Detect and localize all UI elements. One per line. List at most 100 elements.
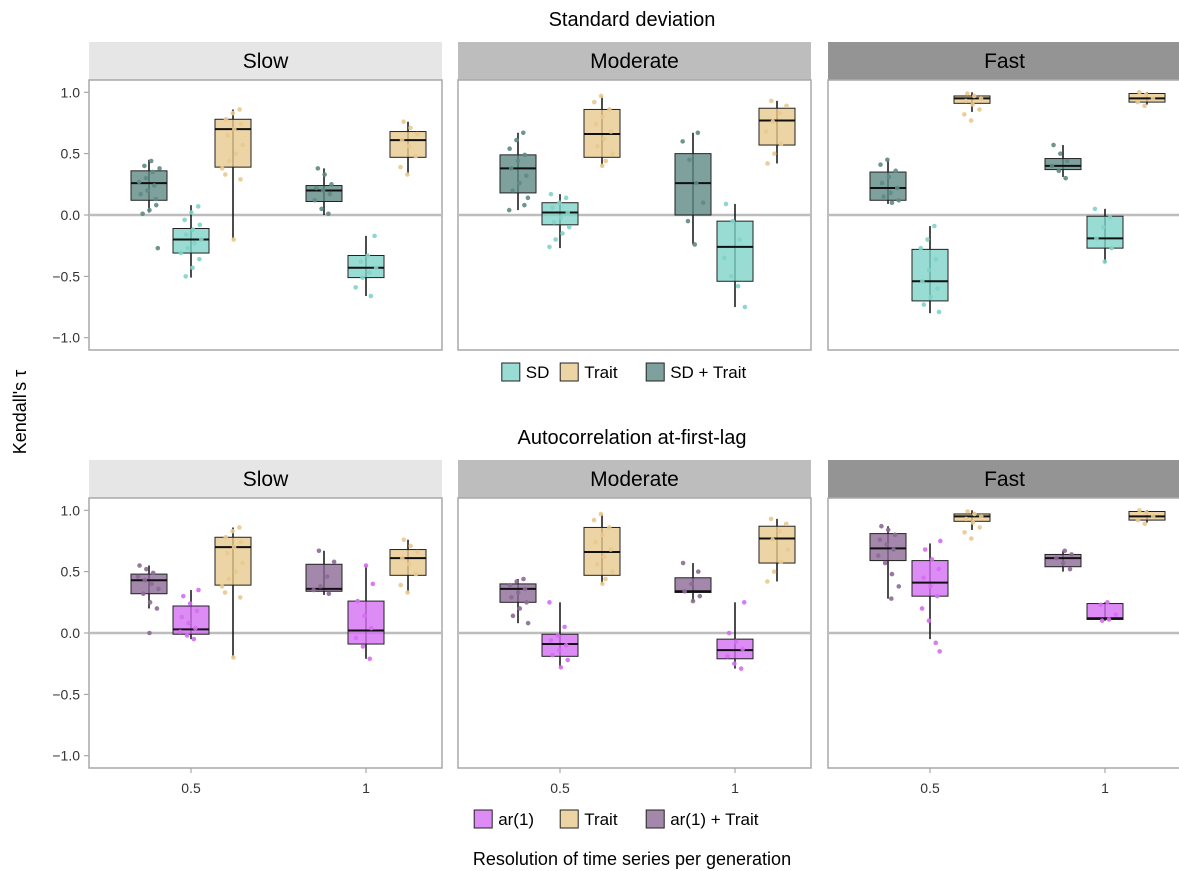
data-point [972, 511, 977, 517]
data-point [884, 542, 889, 547]
data-point [600, 581, 605, 587]
data-point [742, 304, 748, 310]
data-point [195, 204, 201, 209]
data-point [548, 638, 554, 643]
data-point [312, 197, 318, 203]
data-point [896, 197, 902, 203]
data-point [603, 576, 608, 582]
data-point [151, 183, 157, 188]
box-ar-1- [347, 563, 385, 662]
panel-strip-label: Slow [243, 50, 289, 73]
data-point [190, 227, 196, 233]
data-point [894, 185, 900, 191]
data-point [938, 538, 943, 544]
data-point [1113, 612, 1119, 617]
y-tick-label: 0.0 [61, 625, 81, 641]
data-point [1143, 92, 1149, 98]
data-point [156, 586, 161, 592]
box-trait [758, 516, 796, 584]
box-sd-trait [499, 130, 537, 213]
data-point [723, 201, 729, 207]
data-point [192, 240, 197, 246]
data-point [763, 129, 769, 134]
data-point [1142, 521, 1148, 527]
data-point [606, 525, 612, 530]
data-point [147, 630, 152, 636]
data-point [968, 118, 974, 123]
data-point [223, 116, 229, 122]
data-point [1142, 103, 1147, 109]
data-point [231, 544, 237, 550]
data-point [1063, 175, 1068, 181]
data-point [233, 151, 239, 156]
data-point [370, 581, 376, 587]
panel-strip-label: Moderate [590, 468, 679, 491]
data-point [1056, 168, 1062, 174]
data-point [920, 278, 925, 284]
data-point [610, 151, 615, 156]
data-point [936, 566, 942, 572]
x-tick-label: 1 [362, 780, 370, 796]
data-point [882, 560, 888, 566]
data-point [406, 143, 412, 149]
data-point [1150, 514, 1156, 519]
legend-swatch [645, 809, 665, 829]
data-point [515, 590, 521, 595]
data-point [933, 640, 939, 646]
data-point [413, 571, 419, 577]
data-point [149, 581, 154, 587]
x-tick-label: 1 [731, 780, 739, 796]
data-point [223, 534, 229, 540]
data-point [360, 644, 366, 649]
box-trait [583, 511, 621, 587]
data-point [1135, 99, 1141, 105]
data-point [509, 595, 514, 600]
data-point [925, 237, 930, 242]
data-point [969, 536, 974, 541]
data-point [190, 265, 195, 271]
data-point [240, 142, 245, 148]
data-point [891, 547, 896, 552]
data-point [230, 110, 236, 116]
panel-moderate: Moderate 0.5 1 [457, 460, 812, 796]
box-body [911, 560, 949, 597]
data-point [157, 166, 162, 171]
data-point [510, 188, 516, 193]
data-point [977, 525, 982, 530]
box-sd-trait [869, 157, 907, 206]
data-point [314, 185, 319, 191]
box-sd-trait [130, 158, 168, 251]
data-point [876, 553, 881, 558]
data-point [737, 237, 742, 242]
y-tick-label: −1.0 [52, 330, 80, 346]
data-point [358, 259, 364, 264]
data-point [777, 528, 782, 534]
box-body [911, 248, 949, 302]
data-point [138, 191, 143, 197]
x-tick-label: 0.5 [550, 780, 570, 796]
data-point [1067, 566, 1073, 572]
data-point [1098, 602, 1103, 608]
data-point [515, 158, 521, 164]
data-point [694, 180, 699, 186]
data-point [918, 245, 924, 251]
data-point [521, 576, 526, 582]
data-point [680, 560, 686, 566]
data-point [566, 224, 572, 230]
data-point [547, 600, 552, 605]
box-body [541, 202, 579, 226]
data-point [926, 618, 932, 624]
data-point [741, 600, 747, 605]
data-point [738, 666, 744, 671]
box-body [347, 600, 385, 645]
box-sd [347, 233, 385, 299]
panel-moderate: Moderate [457, 42, 812, 351]
data-point [1105, 600, 1110, 605]
box-trait [389, 119, 427, 177]
data-point [601, 554, 607, 560]
data-point [320, 188, 326, 193]
data-point [977, 107, 982, 112]
data-point [722, 255, 727, 261]
data-point [194, 608, 200, 614]
data-point [936, 309, 942, 315]
